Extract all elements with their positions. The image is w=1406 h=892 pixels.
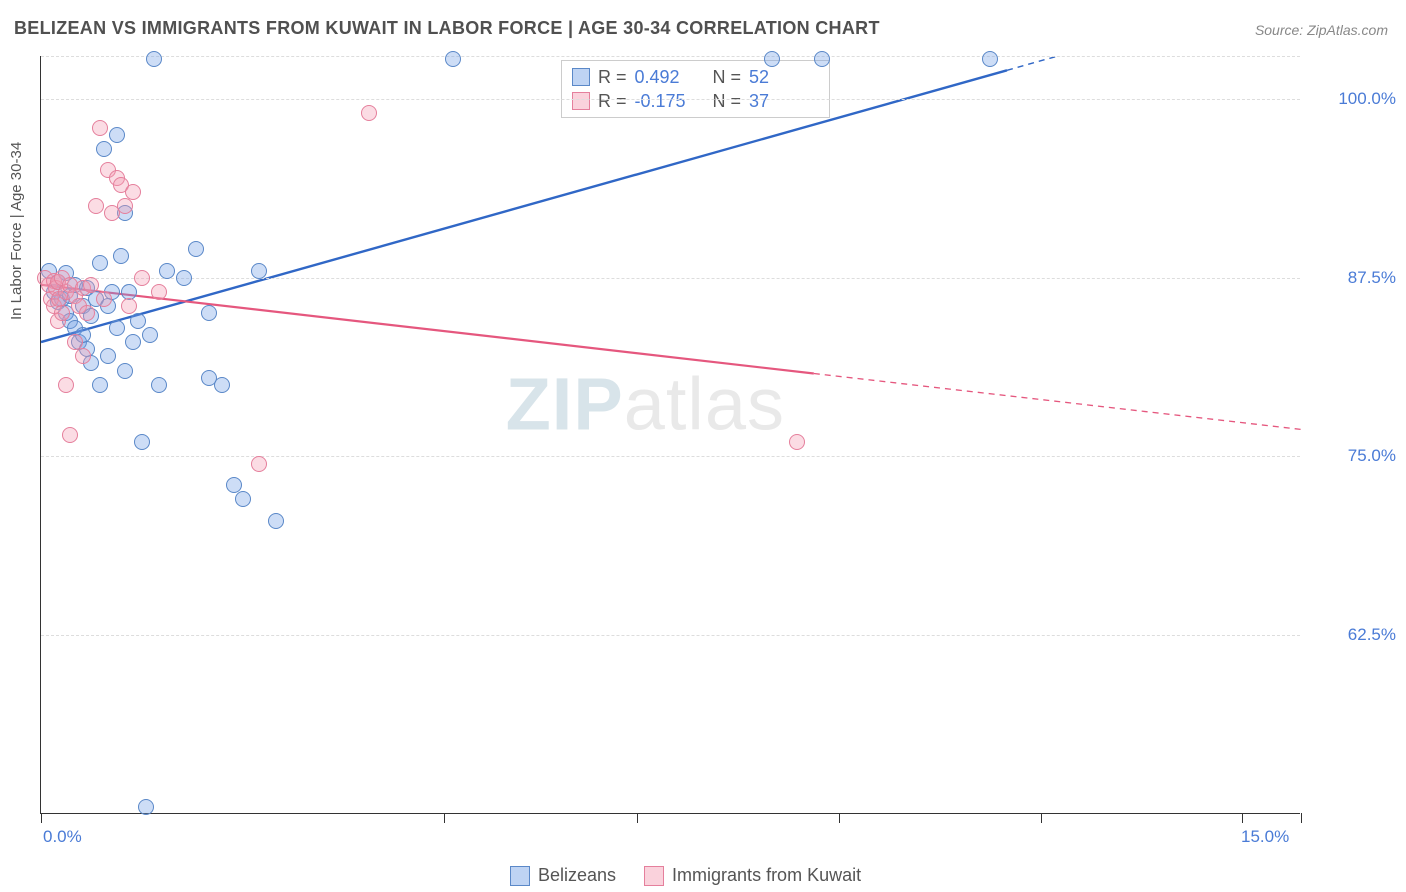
x-tick xyxy=(41,813,42,823)
r-label: R = xyxy=(598,91,627,112)
legend-label: Belizeans xyxy=(538,865,616,886)
data-point xyxy=(214,377,230,393)
x-tick xyxy=(637,813,638,823)
data-point xyxy=(151,284,167,300)
data-point xyxy=(100,348,116,364)
y-tick-label: 75.0% xyxy=(1306,446,1396,466)
data-point xyxy=(235,491,251,507)
data-point xyxy=(88,198,104,214)
data-point xyxy=(142,327,158,343)
chart-container: BELIZEAN VS IMMIGRANTS FROM KUWAIT IN LA… xyxy=(0,0,1406,892)
data-point xyxy=(268,513,284,529)
trend-lines xyxy=(41,56,1301,814)
data-point xyxy=(75,348,91,364)
r-label: R = xyxy=(598,67,627,88)
n-value: 37 xyxy=(749,91,819,112)
y-tick-label: 100.0% xyxy=(1306,89,1396,109)
corr-legend-row: R = -0.175 N = 37 xyxy=(572,89,819,113)
data-point xyxy=(125,334,141,350)
series-legend: Belizeans Immigrants from Kuwait xyxy=(510,865,861,886)
data-point xyxy=(134,270,150,286)
data-point xyxy=(113,248,129,264)
data-point xyxy=(361,105,377,121)
plot-area: ZIPatlas R =0.492N =52R =-0.175N =37 62.… xyxy=(40,56,1300,814)
y-tick-label: 87.5% xyxy=(1306,268,1396,288)
corr-legend-row: R = 0.492 N = 52 xyxy=(572,65,819,89)
data-point xyxy=(121,298,137,314)
r-value: -0.175 xyxy=(635,91,705,112)
data-point xyxy=(159,263,175,279)
data-point xyxy=(62,427,78,443)
legend-swatch-icon xyxy=(572,68,590,86)
legend-item: Immigrants from Kuwait xyxy=(644,865,861,886)
data-point xyxy=(151,377,167,393)
data-point xyxy=(146,51,162,67)
data-point xyxy=(79,305,95,321)
data-point xyxy=(96,141,112,157)
x-tick xyxy=(1242,813,1243,823)
data-point xyxy=(134,434,150,450)
data-point xyxy=(92,255,108,271)
data-point xyxy=(54,305,70,321)
legend-swatch-icon xyxy=(510,866,530,886)
source-attribution: Source: ZipAtlas.com xyxy=(1255,22,1388,38)
data-point xyxy=(130,313,146,329)
watermark-atlas: atlas xyxy=(624,363,785,446)
data-point xyxy=(201,305,217,321)
gridline-h xyxy=(41,56,1300,57)
data-point xyxy=(814,51,830,67)
data-point xyxy=(125,184,141,200)
n-label: N = xyxy=(713,67,742,88)
data-point xyxy=(117,363,133,379)
n-value: 52 xyxy=(749,67,819,88)
gridline-h xyxy=(41,99,1300,100)
x-tick xyxy=(1041,813,1042,823)
watermark: ZIPatlas xyxy=(506,362,785,447)
chart-title: BELIZEAN VS IMMIGRANTS FROM KUWAIT IN LA… xyxy=(14,18,880,39)
x-tick xyxy=(444,813,445,823)
data-point xyxy=(982,51,998,67)
data-point xyxy=(92,120,108,136)
legend-swatch-icon xyxy=(572,92,590,110)
data-point xyxy=(109,127,125,143)
legend-swatch-icon xyxy=(644,866,664,886)
data-point xyxy=(92,377,108,393)
data-point xyxy=(251,456,267,472)
correlation-legend: R = 0.492 N = 52 R = -0.175 N = 37 xyxy=(561,60,830,118)
data-point xyxy=(176,270,192,286)
x-tick xyxy=(839,813,840,823)
legend-label: Immigrants from Kuwait xyxy=(672,865,861,886)
data-point xyxy=(138,799,154,815)
y-axis-label: In Labor Force | Age 30-34 xyxy=(8,142,25,320)
data-point xyxy=(188,241,204,257)
data-point xyxy=(445,51,461,67)
data-point xyxy=(58,377,74,393)
data-point xyxy=(764,51,780,67)
x-tick-label: 15.0% xyxy=(1241,827,1289,847)
x-tick-label: 0.0% xyxy=(43,827,82,847)
n-label: N = xyxy=(713,91,742,112)
data-point xyxy=(251,263,267,279)
legend-item: Belizeans xyxy=(510,865,616,886)
data-point xyxy=(83,277,99,293)
gridline-h xyxy=(41,635,1300,636)
data-point xyxy=(109,320,125,336)
data-point xyxy=(117,198,133,214)
data-point xyxy=(96,291,112,307)
r-value: 0.492 xyxy=(635,67,705,88)
y-tick-label: 62.5% xyxy=(1306,625,1396,645)
data-point xyxy=(789,434,805,450)
gridline-h xyxy=(41,278,1300,279)
watermark-zip: ZIP xyxy=(506,363,624,446)
x-tick xyxy=(1301,813,1302,823)
gridline-h xyxy=(41,456,1300,457)
